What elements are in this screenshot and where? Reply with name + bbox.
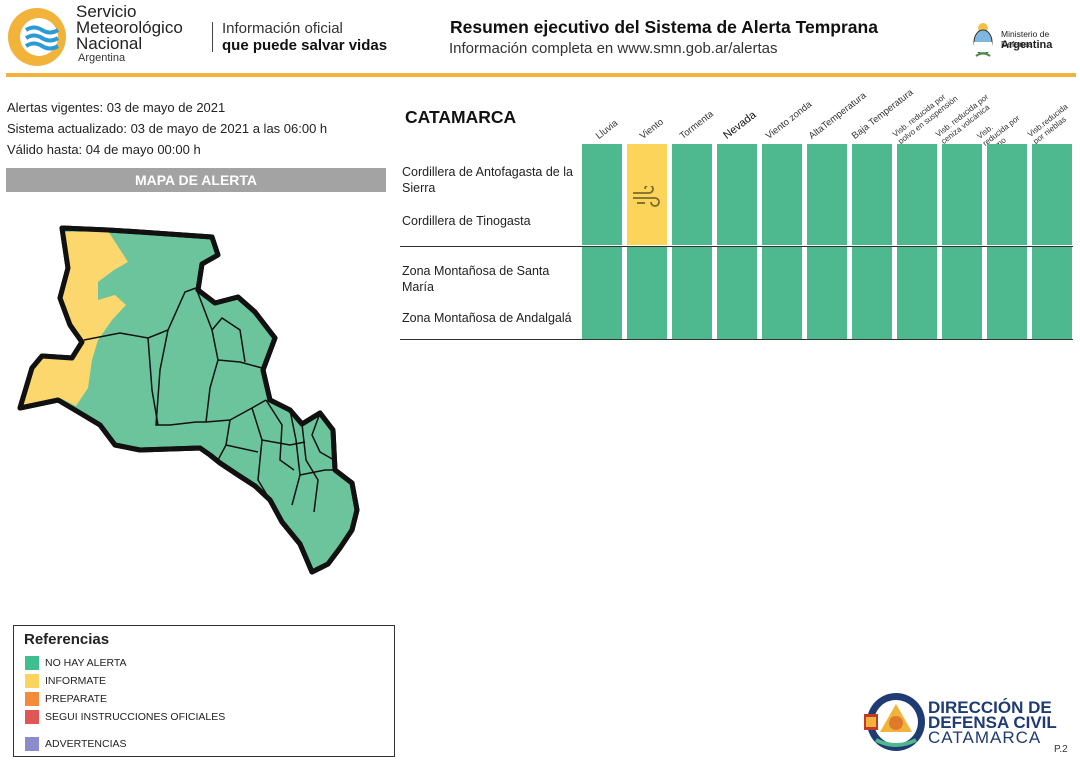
smn-logo-icon [8, 8, 66, 66]
legend-swatch-prepare [25, 692, 39, 706]
alert-cell-1-2 [672, 247, 712, 339]
valid-until: Válido hasta: 04 de mayo 00:00 h [7, 142, 201, 157]
legend-swatch-warnings [25, 737, 39, 751]
page-subtitle: Información completa en www.smn.gob.ar/a… [449, 40, 778, 57]
map-yellow-area [22, 231, 128, 406]
alert-cell-0-0 [582, 144, 622, 245]
alert-cell-1-1 [627, 247, 667, 339]
alert-cell-0-3 [717, 144, 757, 245]
alert-cell-0-1 [627, 144, 667, 245]
civil-defense-emblem-icon [864, 693, 925, 751]
header-divider [212, 22, 213, 52]
zone-antofagasta: Cordillera de Antofagasta de la Sierra [402, 165, 573, 195]
alert-cell-0-2 [672, 144, 712, 245]
province-name: CATAMARCA [405, 107, 517, 127]
alerts-date: Alertas vigentes: 03 de mayo de 2021 [7, 100, 226, 115]
wind-icon [633, 186, 660, 207]
map-outline [17, 225, 360, 575]
alert-cell-0-6 [852, 144, 892, 245]
alert-cell-0-8 [942, 144, 982, 245]
legend-label-no-alert: NO HAY ALERTA [45, 657, 127, 669]
legend-label-warnings: ADVERTENCIAS [45, 738, 127, 750]
zone-andalgala: Zona Montañosa de Andalgalá [402, 311, 572, 325]
legend-swatch-no-alert [25, 656, 39, 670]
legend-swatch-inform [25, 674, 39, 688]
legend-swatch-follow-instructions [25, 710, 39, 724]
alert-cell-1-3 [717, 247, 757, 339]
alert-cell-0-7 [897, 144, 937, 245]
dc-title-line-1: DIRECCIÓN DE [928, 698, 1052, 717]
alert-cell-1-10 [1032, 247, 1072, 339]
map-heading: MAPA DE ALERTA [6, 168, 386, 192]
alert-cell-0-10 [1032, 144, 1072, 245]
alert-cell-1-6 [852, 247, 892, 339]
legend-label-prepare: PREPARATE [45, 693, 108, 705]
alert-cell-1-0 [582, 247, 622, 339]
legend-title: Referencias [24, 631, 110, 648]
alert-cell-1-7 [897, 247, 937, 339]
zone-tinogasta: Cordillera de Tinogasta [402, 214, 531, 228]
tagline-line-2: que puede salvar vidas [222, 37, 388, 54]
alert-cell-0-4 [762, 144, 802, 245]
legend-label-inform: INFORMATE [45, 675, 107, 687]
header-accent-bar [6, 73, 1076, 77]
col-header-nieblas: Visb.reducida por nieblas [1025, 102, 1070, 146]
alert-cell-1-9 [987, 247, 1027, 339]
legend-box [13, 625, 395, 757]
alert-cell-1-8 [942, 247, 982, 339]
zone-santa-maria: Zona Montañosa de Santa María [402, 264, 550, 294]
page-title: Resumen ejecutivo del Sistema de Alerta … [450, 17, 878, 37]
tagline-line-1: Información oficial [222, 20, 343, 37]
org-country: Argentina [78, 52, 126, 64]
ministry-line-2: Argentina [1001, 39, 1053, 51]
department-borders [83, 287, 335, 513]
alert-cell-1-5 [807, 247, 847, 339]
alert-cell-0-9 [987, 144, 1027, 245]
group-divider [400, 246, 1073, 247]
ministry-line-1: Ministerio de Defensa [1001, 29, 1050, 49]
alert-cell-0-5 [807, 144, 847, 245]
dc-title-line-2: DEFENSA CIVIL [928, 713, 1057, 732]
alert-map [17, 225, 360, 575]
org-name: Servicio Meteorológico Nacional [76, 2, 183, 53]
dc-title-line-3: CATAMARCA [928, 728, 1042, 747]
page-number: P.2 [1054, 744, 1068, 755]
coat-of-arms-icon [973, 23, 993, 57]
system-updated: Sistema actualizado: 03 de mayo de 2021 … [7, 121, 328, 136]
table-bottom-rule [400, 339, 1073, 340]
legend-label-follow-instructions: SEGUI INSTRUCCIONES OFICIALES [45, 711, 226, 723]
alert-cell-1-4 [762, 247, 802, 339]
